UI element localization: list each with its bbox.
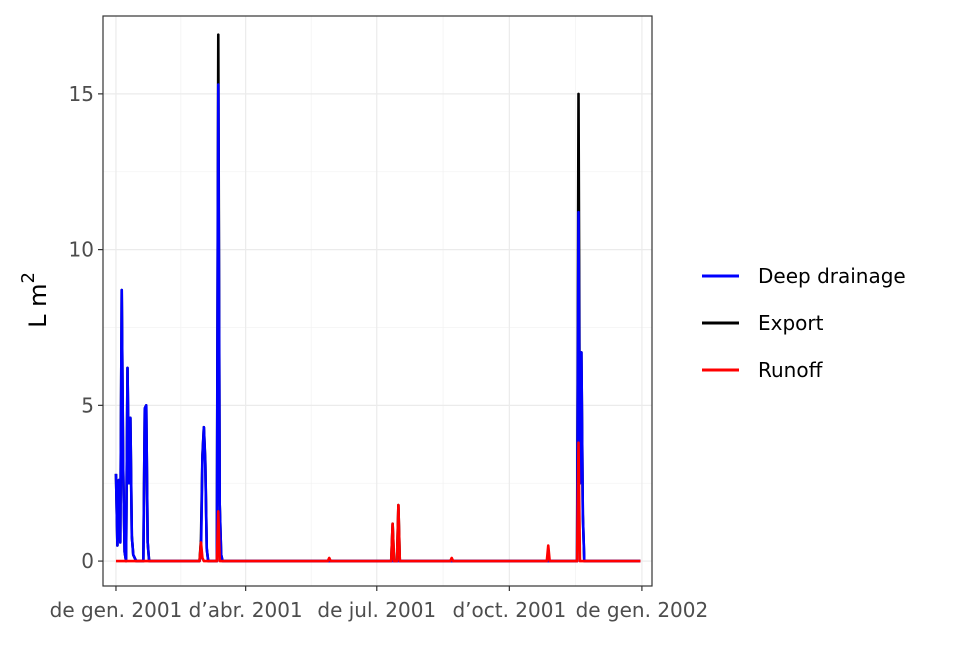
series-layer xyxy=(114,33,641,563)
minor-gridlines xyxy=(103,16,652,586)
panel-background xyxy=(103,16,652,586)
x-tick-label: d’abr. 2001 xyxy=(189,598,303,622)
y-axis-label-text: L m xyxy=(24,284,52,328)
x-tick-label: d’oct. 2001 xyxy=(452,598,566,622)
plot-panel xyxy=(102,15,653,587)
legend: Deep drainage Export Runoff xyxy=(702,264,906,382)
legend-label-runoff: Runoff xyxy=(758,358,824,382)
x-tick-label: de jul. 2001 xyxy=(317,598,436,622)
y-tick-label: 5 xyxy=(81,393,94,417)
panel-border xyxy=(102,15,653,587)
y-tick-label: 0 xyxy=(81,549,94,573)
y-tick-label: 15 xyxy=(69,82,94,106)
x-axis: de gen. 2001 d’abr. 2001 de jul. 2001 d’oct… xyxy=(50,586,709,622)
legend-label-deep-drainage: Deep drainage xyxy=(758,264,906,288)
y-axis-label: L m2 xyxy=(18,272,52,328)
y-axis: 0 5 10 15 xyxy=(69,82,103,573)
x-tick-label: de gen. 2002 xyxy=(576,598,709,622)
legend-label-export: Export xyxy=(758,311,824,335)
y-axis-label-superscript: 2 xyxy=(18,272,39,283)
series-line-runoff xyxy=(115,441,641,563)
x-tick-label: de gen. 2001 xyxy=(50,598,183,622)
y-axis-title: L m2 xyxy=(18,272,52,328)
y-tick-label: 10 xyxy=(69,238,94,262)
